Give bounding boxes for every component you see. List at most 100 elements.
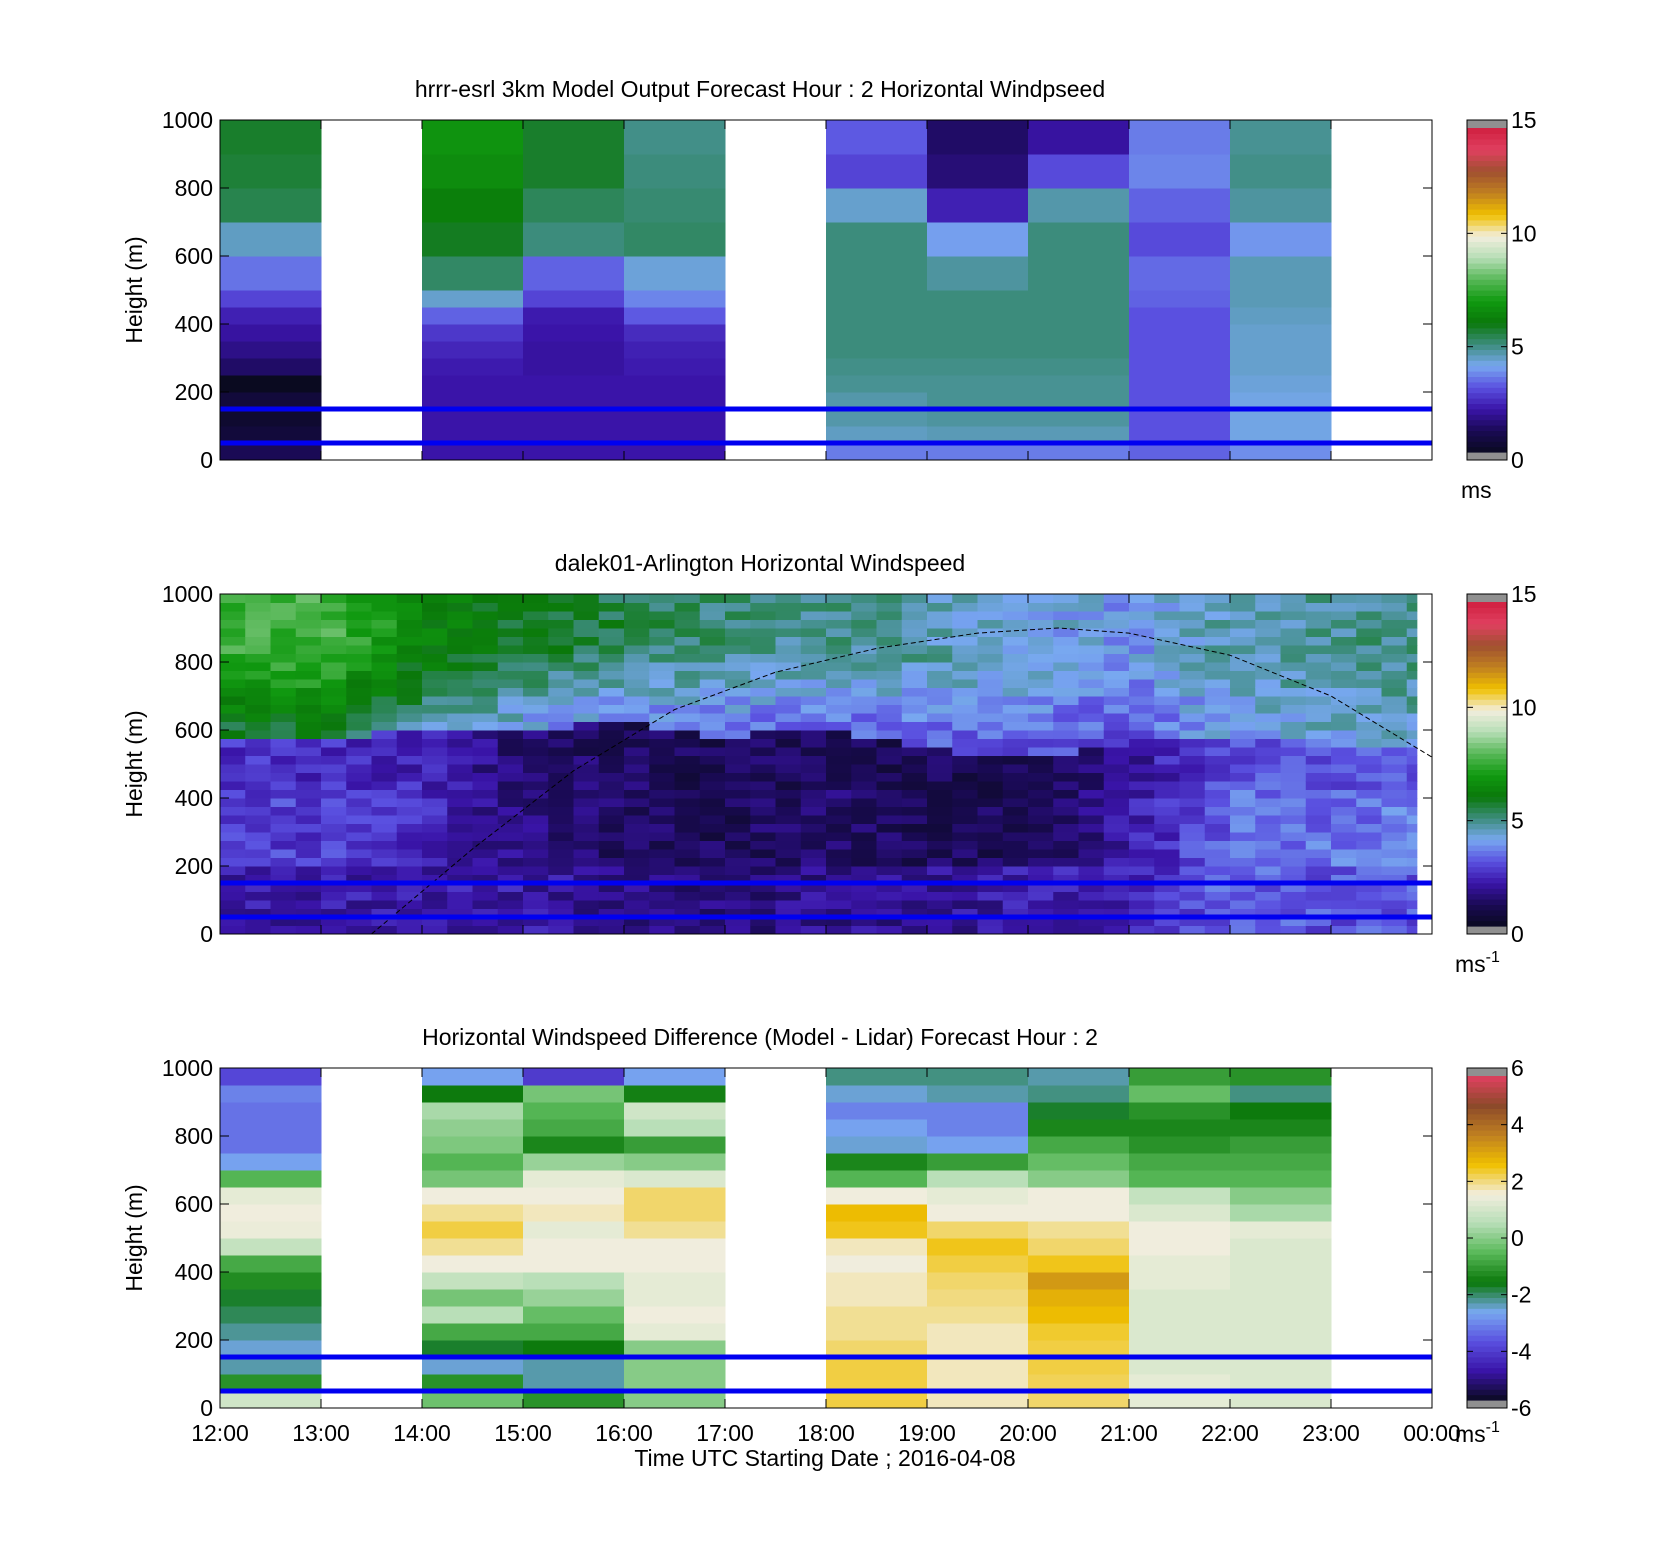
heatmap-cell — [1078, 823, 1105, 833]
colorbar-segment — [1467, 1081, 1507, 1088]
colorbar-segment — [1467, 311, 1507, 318]
heatmap-cell — [952, 628, 978, 637]
heatmap-cell — [826, 120, 928, 155]
colorbar-segment — [1467, 845, 1507, 851]
heatmap-cell — [876, 849, 903, 858]
colorbar-tick-label: 6 — [1511, 1055, 1524, 1081]
heatmap-cell — [1103, 798, 1130, 807]
heatmap-cell — [396, 713, 423, 722]
heatmap-cell — [270, 883, 297, 892]
heatmap-cell — [826, 917, 852, 926]
heatmap-cell — [371, 687, 398, 697]
colorbar-tick-label: 15 — [1511, 581, 1537, 607]
heatmap-cell — [1028, 1340, 1130, 1358]
heatmap-cell — [1154, 747, 1180, 756]
y-tick-label: 400 — [175, 1259, 213, 1285]
heatmap-cell — [371, 883, 398, 892]
heatmap-cell — [321, 679, 347, 688]
heatmap-cell — [220, 704, 246, 714]
heatmap-cell — [674, 823, 701, 833]
heatmap-cell — [573, 611, 600, 620]
colorbar-segment — [1467, 791, 1507, 797]
heatmap-cell — [1255, 781, 1281, 790]
heatmap-cell — [1230, 764, 1256, 773]
heatmap-cell — [750, 679, 776, 688]
heatmap-cell — [750, 883, 776, 892]
heatmap-cell — [422, 704, 448, 714]
heatmap-cell — [775, 891, 802, 901]
heatmap-cell — [977, 764, 1004, 773]
heatmap-cell — [396, 636, 423, 646]
heatmap-cell — [901, 925, 928, 935]
heatmap-cell — [1028, 1221, 1130, 1239]
heatmap-cell — [699, 594, 726, 603]
colorbar-segment — [1467, 780, 1507, 787]
heatmap-cell — [1053, 662, 1079, 671]
colorbar-segment — [1467, 688, 1507, 695]
colorbar-segment — [1467, 1297, 1507, 1304]
heatmap-cell — [1356, 696, 1382, 705]
colorbar-segment — [1467, 230, 1507, 237]
heatmap-cell — [1406, 917, 1418, 926]
y-axis-label: Height (m) — [121, 1184, 147, 1291]
heatmap-cell — [977, 653, 1004, 663]
colorbar-segment — [1467, 1205, 1507, 1212]
heatmap-cell — [346, 866, 372, 875]
heatmap-cell — [1406, 602, 1418, 612]
heatmap-cell — [725, 704, 751, 714]
heatmap-cell — [876, 687, 903, 697]
heatmap-cell — [1154, 696, 1180, 705]
heatmap-cell — [1381, 917, 1408, 926]
heatmap-cell — [346, 857, 372, 867]
heatmap-cell — [1053, 925, 1079, 935]
heatmap-cell — [422, 1136, 524, 1154]
heatmap-cell — [1356, 772, 1382, 782]
heatmap-cell — [497, 645, 524, 654]
heatmap-cell — [422, 653, 448, 663]
heatmap-cell — [523, 1153, 625, 1171]
heatmap-cell — [573, 687, 600, 697]
x-tick-label: 14:00 — [393, 1420, 451, 1446]
heatmap-cell — [800, 874, 827, 884]
heatmap-cell — [422, 645, 448, 654]
heatmap-cell — [952, 815, 978, 824]
heatmap-cell — [598, 806, 625, 816]
heatmap-cell — [1129, 1289, 1231, 1307]
heatmap-cell — [472, 789, 499, 799]
heatmap-cell — [1204, 908, 1231, 918]
heatmap-cell — [598, 772, 625, 782]
heatmap-cell — [598, 696, 625, 705]
heatmap-cell — [977, 721, 1004, 731]
heatmap-cell — [523, 1323, 625, 1341]
heatmap-cell — [952, 764, 978, 773]
heatmap-cell — [927, 789, 953, 799]
colorbar-segment — [1467, 1076, 1507, 1082]
heatmap-cell — [447, 781, 473, 790]
heatmap-cell — [497, 772, 524, 782]
heatmap-cell — [422, 883, 448, 892]
heatmap-cell — [1129, 341, 1231, 359]
heatmap-cell — [826, 653, 852, 663]
heatmap-cell — [548, 857, 574, 867]
heatmap-cell — [800, 789, 827, 799]
colorbar-segment — [1467, 656, 1507, 662]
heatmap-cell — [422, 1323, 524, 1341]
heatmap-cell — [1154, 679, 1180, 688]
heatmap-cell — [649, 738, 675, 748]
heatmap-cell — [1028, 823, 1054, 833]
colorbar-segment — [1467, 1265, 1507, 1271]
heatmap-cell — [422, 256, 524, 291]
heatmap-cell — [1230, 755, 1256, 765]
heatmap-cell — [548, 662, 574, 671]
heatmap-cell — [422, 670, 448, 680]
colorbar-segment — [1467, 360, 1507, 367]
heatmap-cell — [1381, 866, 1408, 875]
heatmap-cell — [649, 636, 675, 646]
heatmap-cell — [1280, 823, 1307, 833]
heatmap-cell — [1129, 426, 1231, 444]
heatmap-cell — [548, 653, 574, 663]
heatmap-cell — [1002, 747, 1029, 756]
heatmap-cell — [396, 917, 423, 926]
heatmap-cell — [699, 747, 726, 756]
heatmap-cell — [523, 789, 549, 799]
